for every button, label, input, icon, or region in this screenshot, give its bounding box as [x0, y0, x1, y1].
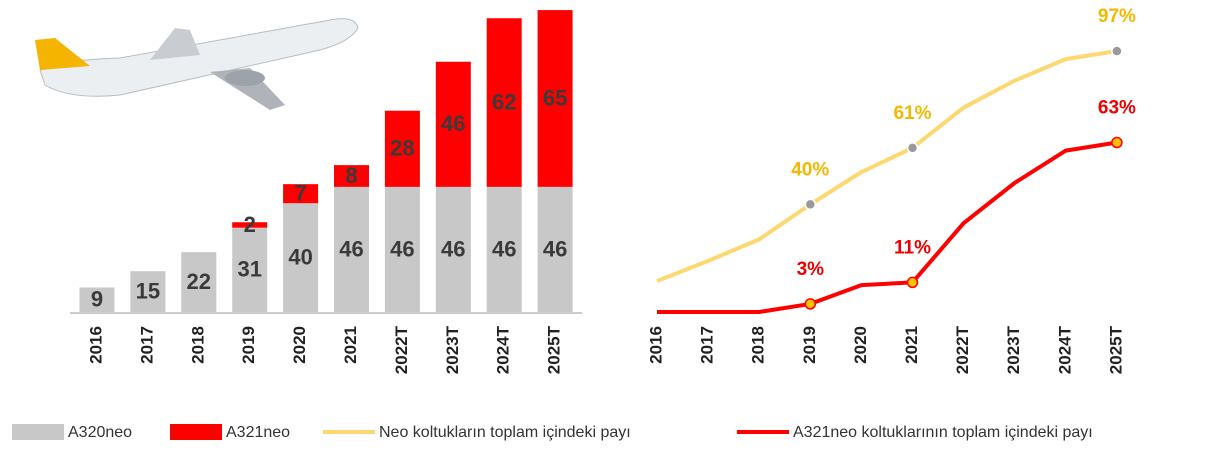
x-tick-label: 2022T	[953, 325, 972, 374]
x-tick-label: 2018	[188, 326, 207, 364]
bar-segment	[486, 186, 522, 312]
bar-segment	[384, 110, 420, 187]
data-label: 46	[441, 236, 465, 261]
point-marker	[906, 142, 919, 154]
data-label: 7	[294, 180, 306, 205]
data-label: 40	[288, 244, 312, 269]
bar-segment	[79, 287, 115, 312]
data-label: 46	[339, 236, 363, 261]
bar-segment	[435, 61, 471, 187]
x-tick-label: 2021	[902, 326, 921, 364]
data-label: 46	[543, 236, 567, 261]
line-series	[657, 140, 1118, 314]
data-label: 46	[492, 236, 516, 261]
point-marker	[1111, 45, 1123, 57]
data-label: 2	[244, 212, 256, 237]
bar-segment	[283, 184, 319, 204]
point-marker	[804, 298, 817, 310]
x-tick-label: 2021	[341, 326, 360, 364]
x-tick-label: 2024T	[494, 325, 513, 374]
data-label: 31	[237, 257, 261, 282]
x-tick-label: 2017	[137, 326, 156, 364]
bar-segment	[283, 203, 319, 312]
legend-swatch	[170, 424, 222, 440]
x-tick-label: 2025T	[545, 325, 564, 374]
bar-segment	[334, 165, 369, 187]
legend-swatch	[12, 424, 64, 440]
bar-segment	[486, 18, 522, 187]
x-tick-label: 2022T	[392, 325, 411, 374]
x-tick-label: 2024T	[1055, 325, 1074, 374]
bar-segment	[334, 186, 369, 312]
bar-segment	[384, 186, 420, 312]
x-tick-label: 2019	[800, 326, 819, 364]
x-tick-label: 2020	[851, 326, 870, 364]
data-label: 9	[91, 287, 103, 312]
airplane-image	[35, 18, 359, 110]
x-tick-label: 2023T	[443, 325, 462, 374]
bar-segment	[435, 186, 471, 312]
data-label: 8	[345, 163, 357, 188]
line-series	[656, 49, 1118, 283]
data-label: 63%	[1098, 98, 1136, 119]
legend-label: A321neo koltuklarının toplam içindeki pa…	[793, 424, 1093, 441]
legend-label: Neo koltukların toplam içindeki payı	[379, 424, 631, 441]
point-marker	[804, 198, 817, 211]
x-tick-label: 2016	[86, 326, 105, 364]
legend-label: A320neo	[68, 424, 132, 441]
legend-label: A321neo	[226, 424, 290, 441]
x-tick-label: 2019	[239, 326, 258, 364]
bar-segment	[537, 186, 573, 312]
point-marker	[906, 276, 919, 289]
x-tick-label: 2023T	[1004, 325, 1023, 374]
data-label: 61%	[893, 103, 931, 124]
data-label: 46	[390, 236, 414, 261]
data-label: 46	[441, 111, 465, 136]
data-label: 15	[136, 278, 160, 303]
x-tick-label: 2020	[290, 326, 309, 364]
bar-segment	[181, 252, 217, 312]
data-label: 97%	[1098, 6, 1136, 27]
data-label: 40%	[791, 159, 829, 180]
bar-segment	[232, 222, 268, 228]
bar-segment	[130, 271, 166, 312]
x-tick-label: 2018	[749, 326, 768, 364]
x-tick-label: 2017	[698, 326, 717, 364]
data-label: 62	[492, 89, 516, 114]
bar-segment	[232, 227, 268, 312]
data-label: 22	[187, 269, 211, 294]
data-label: 28	[390, 136, 414, 161]
x-tick-label: 2025T	[1106, 325, 1125, 374]
bar-segment	[537, 10, 573, 187]
data-label: 65	[543, 85, 567, 110]
x-tick-label: 2016	[646, 326, 665, 364]
point-marker	[1111, 136, 1123, 149]
data-label: 3%	[797, 259, 825, 280]
data-label: 11%	[894, 237, 931, 258]
